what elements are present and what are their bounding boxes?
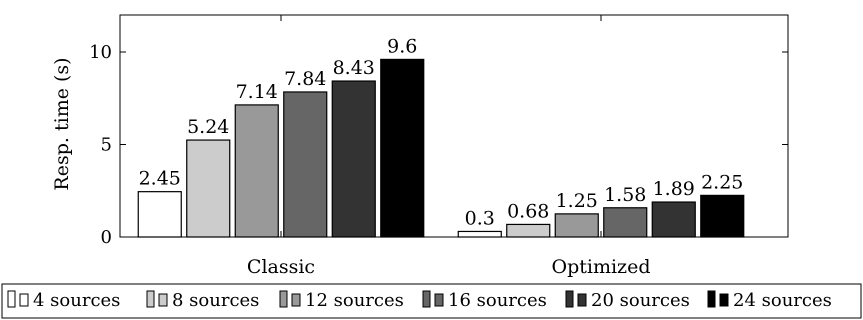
x-category-label: Optimized <box>552 256 651 278</box>
bar <box>234 104 279 238</box>
bar <box>651 201 696 238</box>
data-label: 2.45 <box>139 168 181 190</box>
y-tick-label: 5 <box>101 135 112 156</box>
legend-swatch <box>719 293 729 307</box>
data-label: 8.43 <box>333 57 375 79</box>
x-category-label: Classic <box>247 256 315 278</box>
legend-swatch <box>158 293 168 307</box>
legend-box <box>1 283 862 319</box>
bar <box>700 194 745 238</box>
legend-swatch <box>707 290 716 308</box>
bar <box>283 91 328 238</box>
legend-swatch <box>434 293 444 307</box>
legend: 4 sources 8 sources 12 sources 16 sources 20… <box>1 283 862 319</box>
data-label: 9.6 <box>387 35 417 57</box>
legend-swatch <box>146 290 155 308</box>
y-tick-label: 10 <box>89 42 112 63</box>
legend-swatch <box>7 290 16 308</box>
data-label: 1.89 <box>653 178 695 200</box>
data-label: 1.58 <box>604 184 646 206</box>
data-label: 0.68 <box>507 200 549 222</box>
y-axis-label: Resp. time (s) <box>51 57 73 190</box>
legend-swatch <box>279 290 288 308</box>
plot-frame <box>119 14 789 238</box>
data-label: 7.84 <box>284 68 326 90</box>
bar <box>380 58 425 238</box>
legend-swatch <box>291 293 301 307</box>
bar <box>457 230 502 238</box>
data-label: 1.25 <box>556 190 598 212</box>
legend-label: 24 sources <box>733 290 832 311</box>
legend-label: 16 sources <box>448 290 547 311</box>
legend-swatch <box>577 293 587 307</box>
legend-label: 4 sources <box>33 290 120 311</box>
legend-swatch <box>19 293 29 307</box>
bar <box>506 223 551 238</box>
legend-swatch <box>422 290 431 308</box>
bar <box>137 191 182 238</box>
bar <box>186 139 231 238</box>
data-label: 7.14 <box>236 81 278 103</box>
legend-label: 8 sources <box>172 290 259 311</box>
bar <box>603 207 648 238</box>
plot-area: 0 5 10 Classic 2.45 5.24 7.14 7.84 8.43 9.6 Optimi… <box>89 14 789 278</box>
data-label: 5.24 <box>187 116 229 138</box>
legend-label: 20 sources <box>591 290 690 311</box>
legend-label: 12 sources <box>305 290 404 311</box>
legend-swatch <box>565 290 574 308</box>
data-label: 2.25 <box>701 171 743 193</box>
y-tick-label: 0 <box>101 227 112 248</box>
data-label: 0.3 <box>465 207 495 229</box>
bar <box>554 213 599 238</box>
bar <box>331 80 376 238</box>
